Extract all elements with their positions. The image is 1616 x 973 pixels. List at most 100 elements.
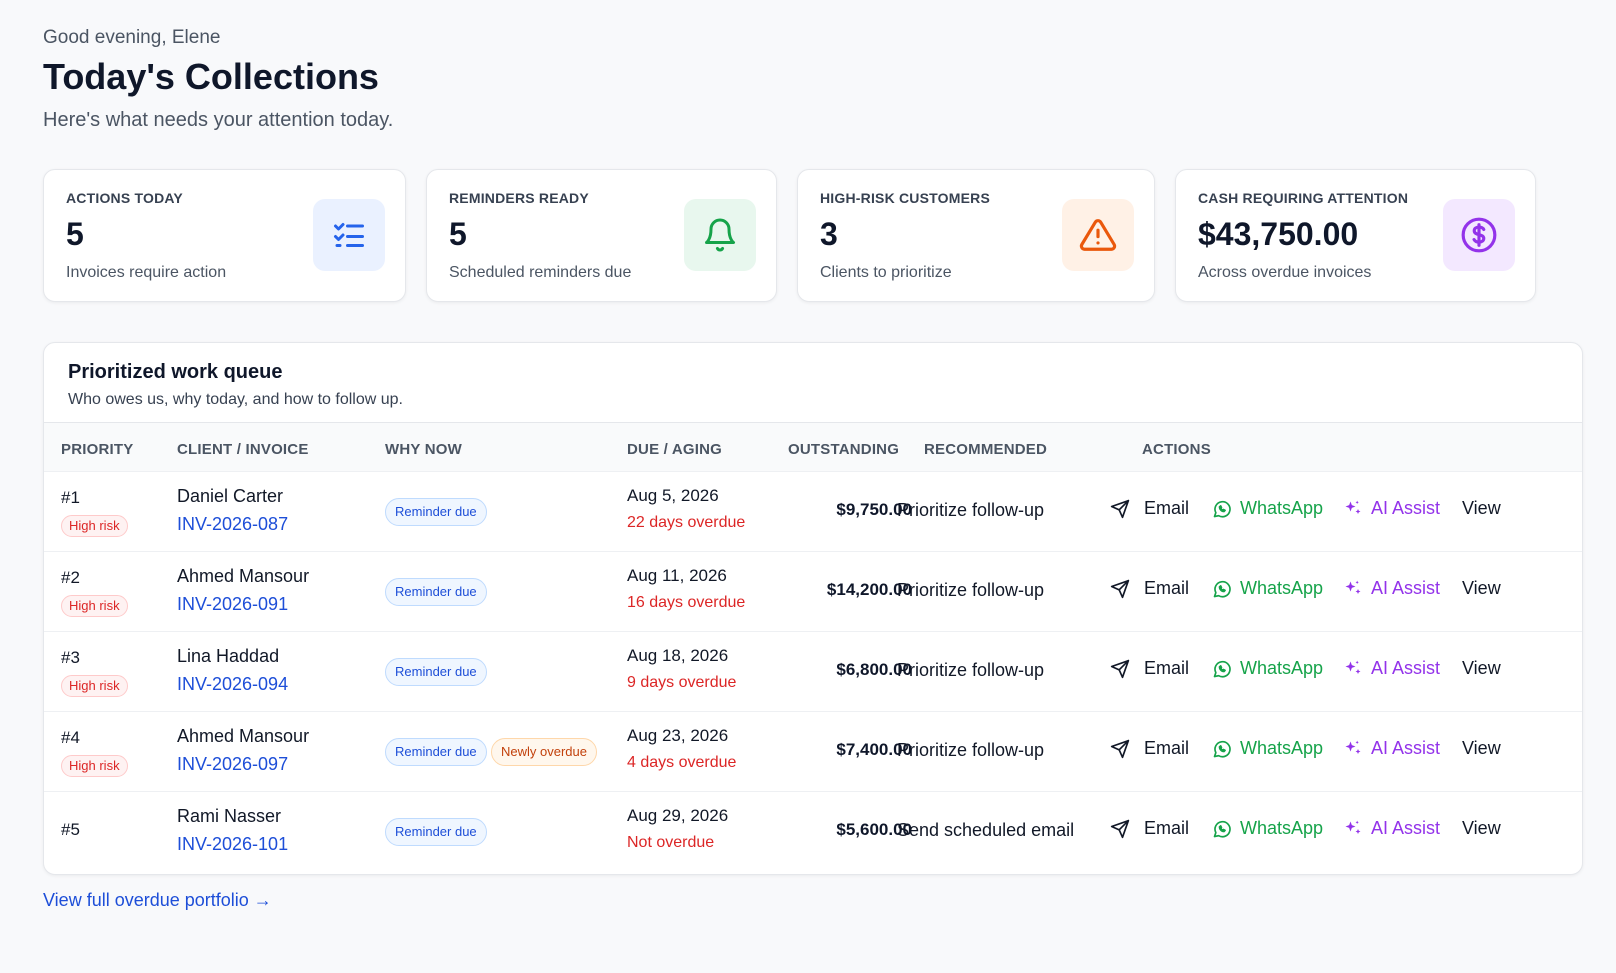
- priority-rank: #1: [61, 488, 80, 507]
- send-icon: [1110, 819, 1130, 838]
- whatsapp-label: WhatsApp: [1240, 498, 1324, 518]
- whatsapp-label: WhatsApp: [1240, 658, 1324, 678]
- why-now-tag: Reminder due: [385, 658, 487, 686]
- outstanding-amount: $9,750.00: [836, 500, 912, 519]
- greeting: Good evening, Elene: [43, 27, 221, 48]
- recommended-action: Prioritize follow-up: [897, 740, 1045, 760]
- stat-label: REMINDERS READY: [449, 190, 589, 206]
- due-date: Aug 23, 2026: [627, 726, 729, 745]
- whatsapp-icon: [1213, 660, 1231, 678]
- risk-badge: High risk: [61, 515, 128, 537]
- outstanding-amount: $6,800.00: [836, 660, 912, 679]
- whatsapp-icon: [1213, 500, 1231, 518]
- invoice-link[interactable]: INV-2026-097: [177, 754, 289, 774]
- send-icon: [1110, 499, 1130, 518]
- email-label: Email: [1144, 738, 1190, 758]
- stat-desc: Across overdue invoices: [1198, 264, 1372, 281]
- email-button[interactable]: Email: [1110, 498, 1189, 519]
- view-button[interactable]: View: [1462, 658, 1501, 678]
- page-title: Today's Collections: [43, 56, 379, 97]
- priority-rank: #5: [61, 820, 80, 839]
- table-header: PRIORITY CLIENT / INVOICE WHY NOW DUE / …: [44, 422, 1582, 472]
- email-button[interactable]: Email: [1110, 818, 1189, 839]
- why-now-tag-newly-overdue: Newly overdue: [491, 738, 597, 766]
- whatsapp-label: WhatsApp: [1240, 578, 1324, 598]
- risk-badge: High risk: [61, 595, 128, 617]
- recommended-action: Prioritize follow-up: [897, 500, 1045, 520]
- invoice-link[interactable]: INV-2026-087: [177, 514, 289, 534]
- recommended-action: Send scheduled email: [897, 820, 1075, 840]
- why-now-tag: Reminder due: [385, 818, 487, 846]
- aging-status: Not overdue: [627, 834, 715, 851]
- whatsapp-button[interactable]: WhatsApp: [1212, 658, 1323, 679]
- col-due-aging: DUE / AGING: [627, 441, 722, 458]
- view-portfolio-link[interactable]: View full overdue portfolio →: [43, 890, 272, 910]
- sparkles-icon: [1345, 580, 1361, 594]
- email-button[interactable]: Email: [1110, 578, 1189, 599]
- stat-desc: Invoices require action: [66, 264, 227, 281]
- stat-label: HIGH-RISK CUSTOMERS: [820, 190, 990, 206]
- due-date: Aug 11, 2026: [627, 566, 727, 585]
- send-icon: [1110, 659, 1130, 678]
- aging-status: 22 days overdue: [627, 514, 746, 531]
- col-recommended: RECOMMENDED: [924, 441, 1048, 458]
- stat-card-reminders-ready: REMINDERS READY 5 Scheduled reminders du…: [426, 169, 777, 302]
- send-icon: [1110, 579, 1130, 598]
- email-label: Email: [1144, 818, 1190, 838]
- invoice-link[interactable]: INV-2026-101: [177, 834, 289, 854]
- ai-assist-label: AI Assist: [1371, 578, 1441, 598]
- whatsapp-icon: [1213, 820, 1231, 838]
- view-button[interactable]: View: [1462, 818, 1501, 838]
- table-row: #5 Rami Nasser INV-2026-101 Reminder due…: [44, 792, 1582, 872]
- aging-status: 16 days overdue: [627, 594, 746, 611]
- whatsapp-icon: [1213, 740, 1231, 758]
- client-name: Ahmed Mansour: [177, 566, 310, 586]
- client-name: Lina Haddad: [177, 646, 280, 666]
- sparkles-icon: [1345, 500, 1361, 514]
- queue-subtitle: Who owes us, why today, and how to follo…: [68, 391, 403, 408]
- ai-assist-button[interactable]: AI Assist: [1343, 498, 1440, 519]
- ai-assist-button[interactable]: AI Assist: [1343, 658, 1440, 679]
- whatsapp-label: WhatsApp: [1240, 738, 1324, 758]
- col-client-invoice: CLIENT / INVOICE: [177, 441, 309, 458]
- ai-assist-button[interactable]: AI Assist: [1343, 818, 1440, 839]
- whatsapp-button[interactable]: WhatsApp: [1212, 498, 1323, 519]
- ai-assist-label: AI Assist: [1371, 818, 1441, 838]
- whatsapp-button[interactable]: WhatsApp: [1212, 818, 1323, 839]
- recommended-action: Prioritize follow-up: [897, 660, 1045, 680]
- ai-assist-button[interactable]: AI Assist: [1343, 578, 1440, 599]
- outstanding-amount: $14,200.00: [826, 580, 912, 599]
- priority-rank: #4: [61, 728, 80, 747]
- stat-label: CASH REQUIRING ATTENTION: [1198, 190, 1409, 206]
- view-button[interactable]: View: [1462, 578, 1501, 598]
- col-outstanding: OUTSTANDING: [788, 441, 900, 458]
- stat-desc: Clients to prioritize: [820, 264, 952, 281]
- invoice-link[interactable]: INV-2026-094: [177, 674, 289, 694]
- priority-rank: #3: [61, 648, 80, 667]
- whatsapp-button[interactable]: WhatsApp: [1212, 578, 1323, 599]
- bell-icon: [684, 199, 756, 271]
- client-name: Ahmed Mansour: [177, 726, 310, 746]
- view-button[interactable]: View: [1462, 738, 1501, 758]
- whatsapp-icon: [1213, 580, 1231, 598]
- stat-value: $43,750.00: [1198, 216, 1359, 252]
- whatsapp-button[interactable]: WhatsApp: [1212, 738, 1323, 759]
- sparkles-icon: [1345, 660, 1361, 674]
- table-row: #4 High risk Ahmed Mansour INV-2026-097 …: [44, 712, 1582, 792]
- stat-value: 3: [820, 216, 838, 252]
- stat-desc: Scheduled reminders due: [449, 264, 632, 281]
- stat-value: 5: [66, 216, 84, 252]
- stat-card-cash-attention: CASH REQUIRING ATTENTION $43,750.00 Acro…: [1175, 169, 1536, 302]
- page-subtitle: Here's what needs your attention today.: [43, 109, 394, 131]
- priority-rank: #2: [61, 568, 80, 587]
- queue-title: Prioritized work queue: [68, 361, 283, 383]
- aging-status: 4 days overdue: [627, 754, 737, 771]
- email-button[interactable]: Email: [1110, 658, 1189, 679]
- ai-assist-button[interactable]: AI Assist: [1343, 738, 1440, 759]
- invoice-link[interactable]: INV-2026-091: [177, 594, 289, 614]
- work-queue: Prioritized work queue Who owes us, why …: [43, 342, 1583, 875]
- view-button[interactable]: View: [1462, 498, 1501, 518]
- ai-assist-label: AI Assist: [1371, 658, 1441, 678]
- due-date: Aug 5, 2026: [627, 486, 719, 505]
- email-button[interactable]: Email: [1110, 738, 1189, 759]
